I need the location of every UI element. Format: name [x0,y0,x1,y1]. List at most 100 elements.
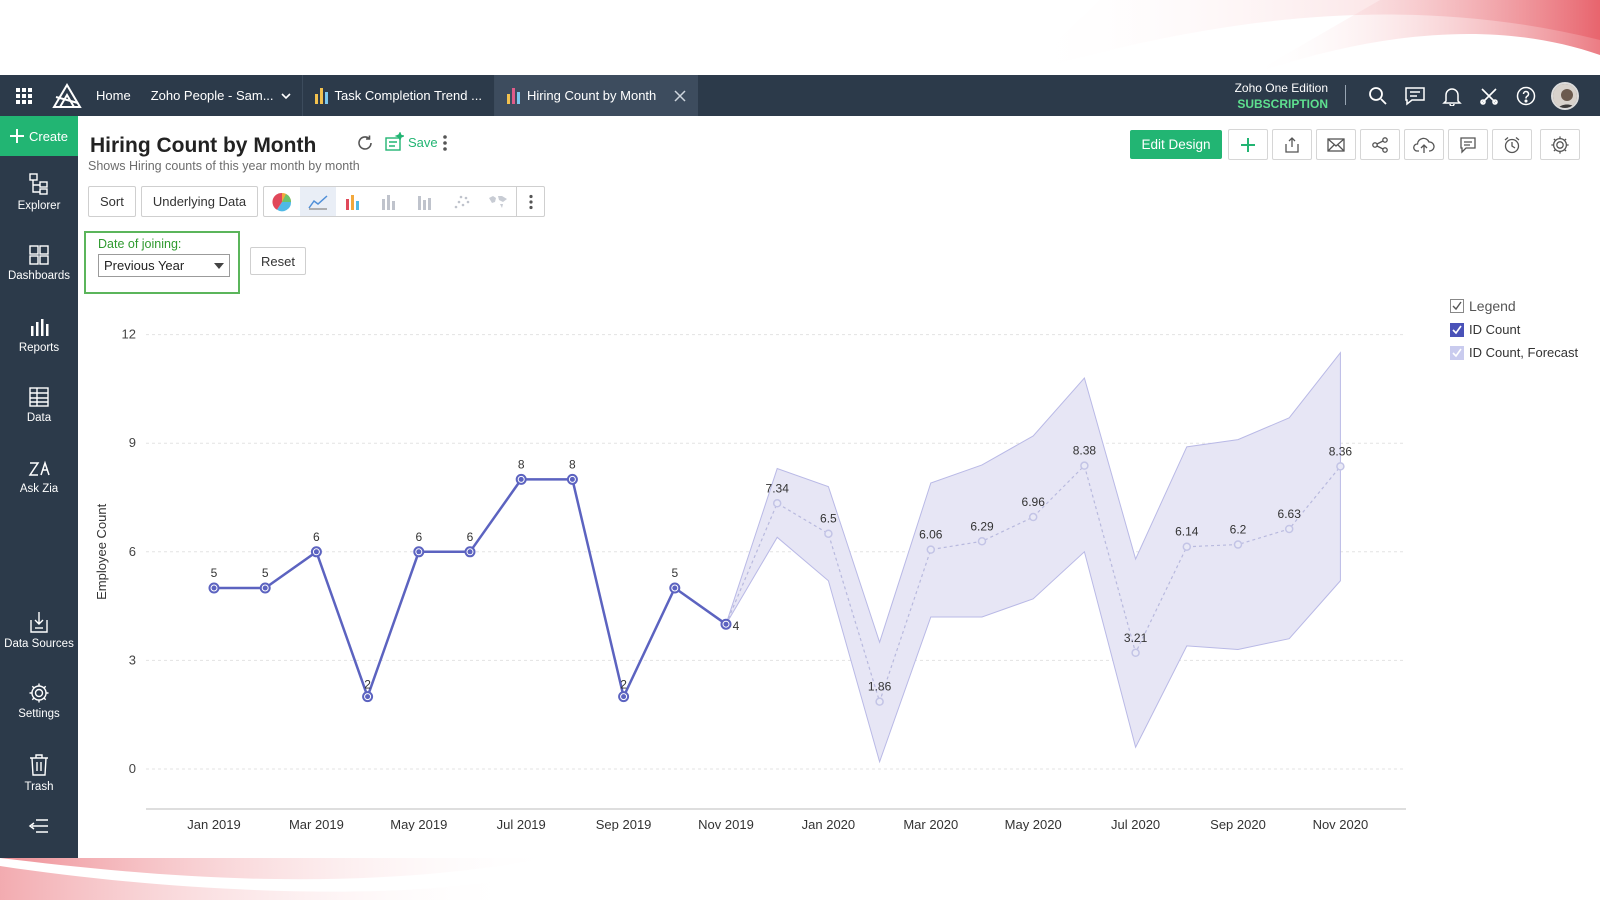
cloud-upload-icon[interactable] [1404,129,1444,160]
pie-chart-icon[interactable] [264,187,300,216]
sidebar-item-ask-zia[interactable]: Ask Zia [0,459,78,495]
y-tick-label: 9 [129,435,136,450]
filter-label: Date of joining: [98,237,182,251]
column-chart-icon[interactable] [408,187,444,216]
chat-icon[interactable] [1403,84,1427,108]
caret-down-icon [214,262,224,269]
more-chart-types-icon[interactable] [516,187,544,216]
tab-task-completion-trend[interactable]: Task Completion Trend ... [301,75,494,116]
x-tick-label: Mar 2020 [903,817,958,831]
data-label: 6.29 [970,519,994,533]
legend-header[interactable]: Legend [1450,298,1578,314]
sort-button[interactable]: Sort [88,186,136,217]
tab-hiring-count-by-month[interactable]: Hiring Count by Month [493,75,698,116]
data-point-core [672,585,678,591]
map-chart-icon[interactable] [480,187,516,216]
data-label: 6.96 [1022,495,1046,509]
schedule-icon[interactable] [1492,129,1532,160]
data-label: 5 [262,566,269,580]
bar-chart-icon[interactable] [336,187,372,216]
bar-chart-icon [506,87,520,104]
line-chart-icon[interactable] [300,187,337,216]
app-grid-icon[interactable] [0,75,48,116]
sidebar-item-reports[interactable]: Reports [0,316,78,354]
tab-label: Hiring Count by Month [526,88,657,103]
legend-title: Legend [1469,298,1516,314]
user-avatar[interactable] [1551,81,1579,110]
data-label: 5 [211,566,218,580]
header-icons [1366,75,1579,116]
underlying-data-button[interactable]: Underlying Data [140,186,259,217]
sidebar-item-dashboards[interactable]: Dashboards [0,244,78,282]
decorative-banner-top [0,0,1600,75]
scatter-chart-icon[interactable] [444,187,480,216]
checkbox-icon [1450,322,1464,337]
sidebar-item-label: Data Sources [4,638,74,650]
workspace-label: Zoho People - Sam... [150,88,274,103]
reset-button[interactable]: Reset [250,247,306,275]
filter-value: Previous Year [104,258,185,273]
data-point-core [621,694,627,700]
add-icon[interactable] [1228,129,1268,160]
forecast-point [977,537,987,546]
tools-icon[interactable] [1477,84,1501,108]
legend-label: ID Count, Forecast [1469,345,1579,360]
sidebar-item-label: Dashboards [7,270,70,282]
data-label: 6 [467,530,474,544]
sidebar-item-trash[interactable]: Trash [0,753,78,793]
left-sidebar: Create Explorer Dashboards Reports Data … [0,116,78,858]
data-label: 8.36 [1329,444,1353,458]
chart-legend: Legend ID Count ID Count, Forecast [1450,298,1578,368]
help-icon[interactable] [1514,84,1538,108]
sidebar-item-explorer[interactable]: Explorer [0,172,78,212]
settings-button[interactable] [1540,129,1580,160]
forecast-point [1131,648,1140,658]
close-icon[interactable] [674,89,686,102]
data-label: 6.06 [919,528,943,542]
save-icon [385,132,404,151]
legend-item-forecast[interactable]: ID Count, Forecast [1450,345,1578,360]
edition-info: Zoho One Edition SUBSCRIPTION [1200,75,1330,116]
share-icon[interactable] [1360,129,1400,160]
top-navigation-bar: Home Zoho People - Sam... Task Completio… [0,75,1600,116]
chevron-down-icon [280,92,291,99]
home-link[interactable]: Home [96,88,131,103]
email-icon[interactable] [1316,129,1356,160]
sidebar-item-settings[interactable]: Settings [0,682,78,720]
stacked-bar-icon[interactable] [372,187,408,216]
search-icon[interactable] [1366,84,1390,108]
divider [1345,85,1346,105]
forecast-band [725,351,1341,764]
edit-design-button[interactable]: Edit Design [1130,130,1222,159]
forecast-point [1028,512,1038,522]
comment-icon[interactable] [1448,129,1488,160]
x-tick-label: Sep 2019 [596,817,652,831]
trash-icon [30,754,48,776]
export-icon[interactable] [1272,129,1312,160]
workspace-dropdown[interactable]: Zoho People - Sam... [141,75,302,116]
sidebar-item-data-sources[interactable]: Data Sources [0,610,78,650]
reports-icon [31,319,49,336]
subscription-link[interactable]: SUBSCRIPTION [1237,96,1328,111]
sidebar-item-data[interactable]: Data [0,386,78,424]
more-options-icon[interactable] [442,134,448,157]
edition-name: Zoho One Edition [1234,80,1328,95]
data-label: 8 [569,457,576,471]
forecast-point [1336,462,1345,471]
data-point-core [518,476,524,482]
save-button[interactable]: Save [384,132,438,152]
tab-label: Task Completion Trend ... [334,88,482,103]
sidebar-item-label: Trash [24,781,54,793]
date-filter-select[interactable]: Previous Year [98,254,230,277]
sidebar-item-label: Explorer [17,200,61,212]
refresh-icon[interactable] [356,134,374,157]
collapse-sidebar-button[interactable] [0,818,78,838]
bell-icon[interactable] [1440,84,1464,108]
x-tick-label: Jan 2019 [187,817,241,831]
create-button[interactable]: Create [0,116,78,156]
x-tick-label: Nov 2019 [698,817,754,831]
legend-item-id-count[interactable]: ID Count [1450,322,1578,337]
analytics-logo-icon[interactable] [48,75,86,116]
data-point-core [365,694,371,700]
forecast-point [1284,524,1294,534]
